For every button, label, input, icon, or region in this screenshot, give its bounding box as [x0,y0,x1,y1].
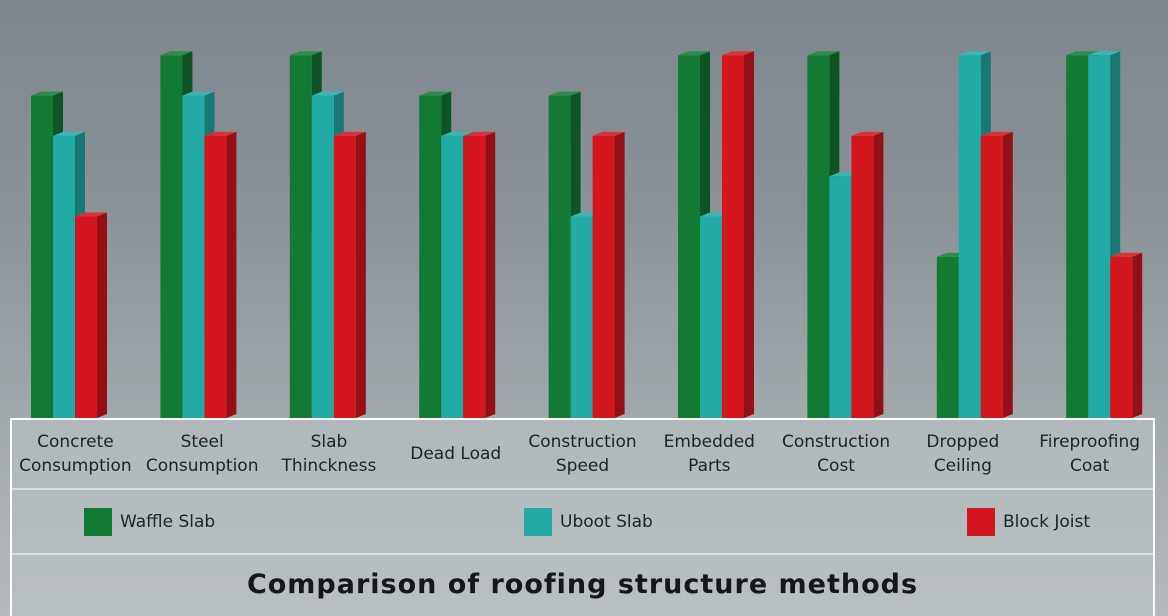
legend-item: Block Joist [967,508,1090,536]
bar-group [548,91,625,418]
chart-title: Comparison of roofing structure methods [246,569,919,600]
bar [980,131,1013,418]
legend-swatch [967,508,995,536]
category-label-text: Dead Load [410,444,502,464]
category-label-text: Steel Consumption [145,432,259,476]
category-label: Fireproofing Coat [1026,420,1153,488]
bar [75,212,107,418]
legend-label: Waffle Slab [120,512,216,532]
category-label: Steel Consumption [139,420,266,488]
bar [463,131,496,418]
legend-item: Uboot Slab [524,508,653,536]
bar-group [1066,51,1143,419]
category-label: Construction Cost [773,420,900,488]
bar-group [289,51,366,419]
bar [333,131,366,418]
category-label-text: Embedded Parts [663,432,755,476]
bar-chart [31,51,1143,419]
category-label-text: Slab Thinckness [281,432,377,476]
category-label-text: Concrete Consumption [19,432,132,476]
legend-item: Waffle Slab [84,508,215,536]
title-panel: Comparison of roofing structure methods [10,553,1155,616]
bar-group [936,51,1013,419]
legend-swatch [84,508,112,536]
legend: Waffle Slab Uboot Slab Block Joist [10,488,1155,555]
category-label: Construction Speed [519,420,646,488]
legend-label: Block Joist [1003,512,1091,532]
bar [722,51,754,419]
category-label: Concrete Consumption [12,420,139,488]
category-labels-panel: Concrete Consumption Steel Consumption Sla… [10,418,1155,490]
bar [851,131,884,418]
category-label-text: Construction Cost [781,432,891,476]
legend-label: Uboot Slab [560,512,653,532]
bar-group [160,51,237,419]
bar-group [807,51,884,419]
bar [1110,252,1143,418]
bar-group [678,51,754,419]
category-label-text: Fireproofing Coat [1039,432,1141,476]
category-label: Dead Load [392,420,519,488]
category-label: Slab Thinckness [266,420,393,488]
bar-group [419,91,496,418]
bar-group [31,91,107,418]
chart-area [31,51,1143,419]
bar [204,131,237,418]
bar [592,131,625,418]
category-label: Dropped Ceiling [899,420,1026,488]
category-label-text: Construction Speed [528,432,637,476]
category-label-text: Dropped Ceiling [926,432,1000,476]
legend-swatch [524,508,552,536]
category-label: Embedded Parts [646,420,773,488]
